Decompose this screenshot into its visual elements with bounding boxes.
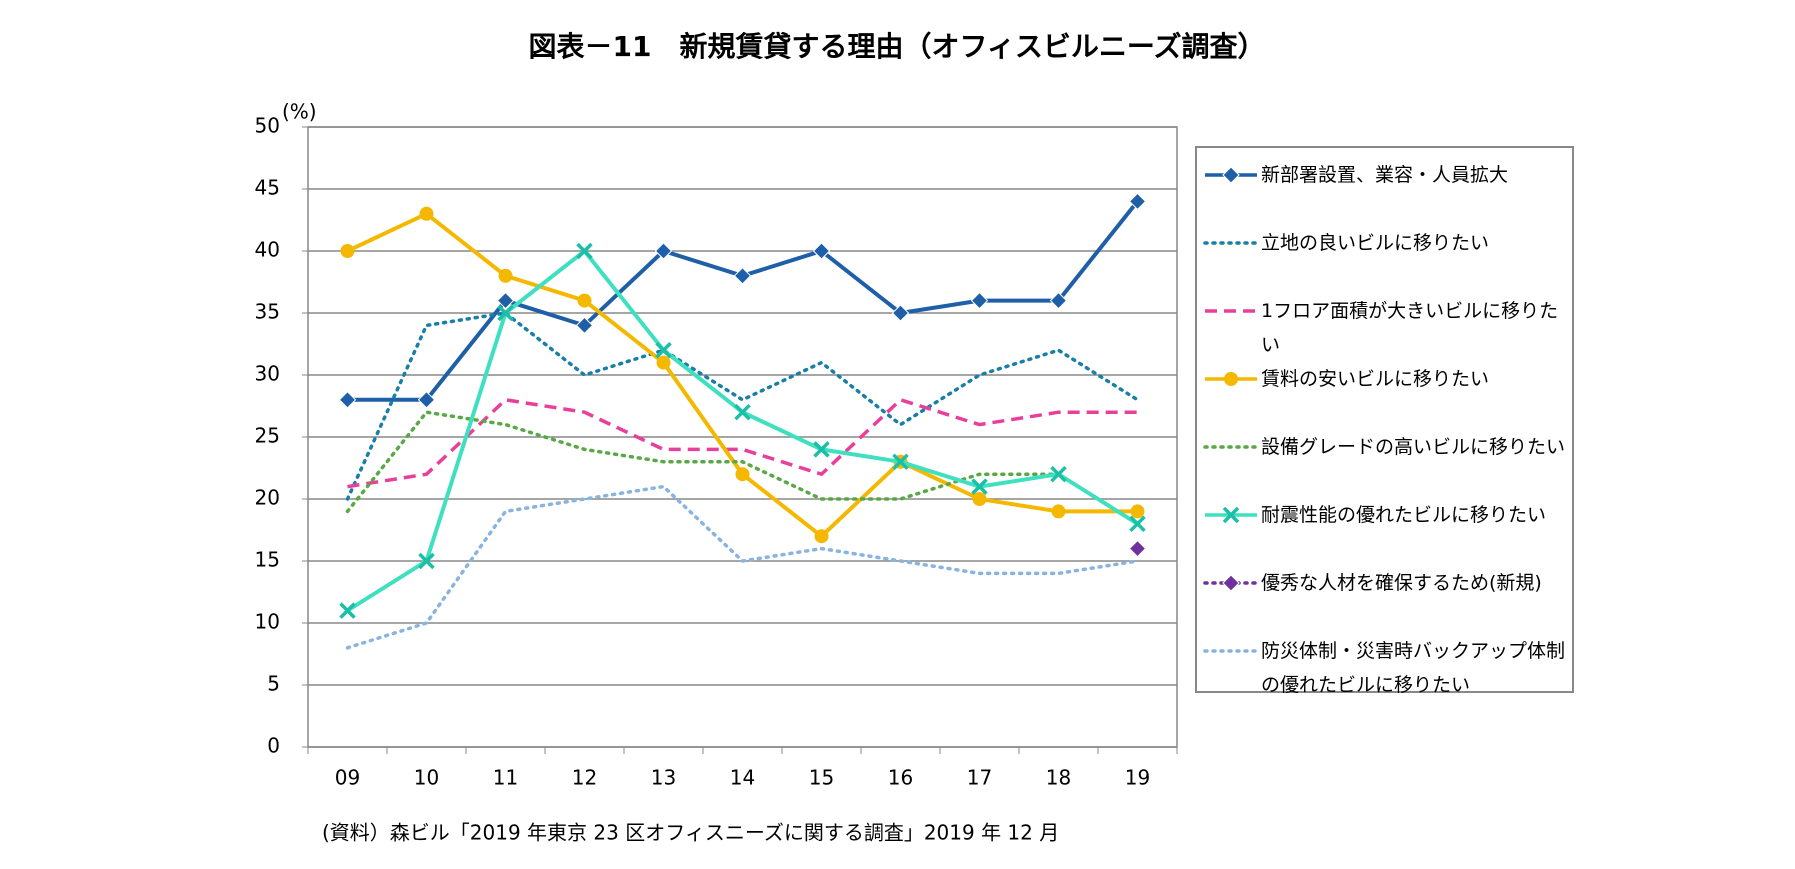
legend-label: 耐震性能の優れたビルに移りたい xyxy=(1261,504,1547,526)
marker xyxy=(972,492,987,506)
marker xyxy=(496,291,515,310)
marker xyxy=(814,529,829,544)
marker xyxy=(1050,465,1067,483)
y-tick-label: 0 xyxy=(267,734,280,758)
legend-label: 賃料の安いビルに移りたい xyxy=(1261,368,1490,390)
marker xyxy=(1128,539,1147,558)
marker xyxy=(656,355,671,370)
legend-item: 立地の良いビルに移りたい xyxy=(1201,226,1568,294)
marker xyxy=(419,206,434,221)
marker xyxy=(735,467,750,482)
x-tick-label: 16 xyxy=(888,766,913,790)
legend-swatch xyxy=(1203,574,1259,592)
x-tick-label: 12 xyxy=(572,766,597,790)
legend: 新部署設置、業容・人員拡大 立地の良いビルに移りたい 1フロア面積が大きいビルに移り… xyxy=(1195,146,1574,696)
legend-label: 新部署設置、業容・人員拡大 xyxy=(1261,164,1509,186)
series-line xyxy=(347,200,1140,402)
y-tick-label: 40 xyxy=(255,238,280,262)
legend-item: 設備グレードの高いビルに移りたい xyxy=(1201,430,1568,498)
marker xyxy=(497,304,514,322)
series-line xyxy=(347,397,1138,489)
legend-label: 優秀な人材を確保するため(新規) xyxy=(1261,572,1542,594)
x-tick-label: 19 xyxy=(1125,766,1150,790)
y-tick-label: 35 xyxy=(255,300,280,324)
legend-swatch xyxy=(1205,372,1257,386)
marker xyxy=(655,341,672,359)
legend-item: 優秀な人材を確保するため(新規) xyxy=(1201,566,1568,634)
marker xyxy=(1222,506,1240,524)
marker xyxy=(576,242,593,260)
legend-item: 賃料の安いビルに移りたい xyxy=(1201,362,1568,430)
marker xyxy=(1224,372,1238,386)
y-tick-label: 5 xyxy=(267,672,280,696)
x-tick-label: 14 xyxy=(730,766,755,790)
marker xyxy=(1129,515,1146,533)
marker xyxy=(1222,166,1240,184)
marker xyxy=(498,268,513,283)
legend-label: 設備グレードの高いビルに移りたい xyxy=(1261,436,1566,458)
marker xyxy=(1049,291,1068,310)
marker xyxy=(733,267,752,285)
marker xyxy=(813,441,830,458)
legend-item: 1フロア面積が大きいビルに移りたい xyxy=(1201,294,1568,362)
y-tick-label: 20 xyxy=(255,486,280,510)
plot-frame xyxy=(307,126,1178,748)
series-line xyxy=(346,248,1139,613)
series-line xyxy=(345,410,1140,526)
y-tick-label: 30 xyxy=(255,362,280,386)
y-tick-label: 45 xyxy=(255,176,280,200)
x-tick-label: 09 xyxy=(335,766,360,790)
legend-swatch xyxy=(1205,506,1257,524)
legend-label: 立地の良いビルに移りたい xyxy=(1261,232,1490,254)
marker xyxy=(338,391,357,409)
legend-item: 防災体制・災害時バックアップ体制の優れたビルに移りたい xyxy=(1201,634,1568,702)
marker xyxy=(1130,504,1145,519)
source: (資料）森ビル「2019 年東京 23 区オフィスニーズに関する調査」2019 … xyxy=(322,821,1059,845)
y-tick-label: 50 xyxy=(255,114,280,138)
legend-swatch xyxy=(1203,445,1259,449)
marker xyxy=(1051,504,1066,519)
legend-swatch xyxy=(1203,649,1259,653)
legend-item: 耐震性能の優れたビルに移りたい xyxy=(1201,498,1568,566)
marker xyxy=(417,391,436,409)
y-unit: (%) xyxy=(282,100,317,124)
marker xyxy=(654,242,673,260)
marker xyxy=(971,478,988,495)
marker xyxy=(339,602,356,619)
marker xyxy=(418,552,435,570)
marker xyxy=(340,244,355,258)
marker xyxy=(577,293,592,308)
legend-label: 防災体制・災害時バックアップ体制の優れたビルに移りたい xyxy=(1261,640,1566,696)
series-line xyxy=(345,311,1140,501)
legend-swatch xyxy=(1203,241,1259,245)
x-tick-label: 15 xyxy=(809,766,834,790)
marker xyxy=(734,403,751,421)
x-tick-label: 18 xyxy=(1046,766,1071,790)
x-tick-label: 10 xyxy=(414,766,439,790)
y-tick-label: 15 xyxy=(255,548,280,572)
y-tick-label: 10 xyxy=(255,610,280,634)
x-tick-label: 13 xyxy=(651,766,676,790)
marker xyxy=(1128,192,1147,211)
chart-title: 図表－11 新規賃貸する理由（オフィスビルニーズ調査） xyxy=(528,30,1265,63)
marker xyxy=(575,316,594,335)
marker xyxy=(892,453,909,471)
legend-swatch xyxy=(1205,309,1257,313)
x-tick-label: 11 xyxy=(493,766,518,790)
marker xyxy=(1222,574,1240,592)
marker xyxy=(970,291,989,310)
legend-label: 1フロア面積が大きいビルに移りたい xyxy=(1261,300,1559,356)
x-tick-label: 17 xyxy=(967,766,992,790)
legend-swatch xyxy=(1205,166,1257,184)
legend-item: 新部署設置、業容・人員拡大 xyxy=(1201,158,1568,226)
marker xyxy=(812,242,831,260)
series-line xyxy=(345,484,1140,650)
marker xyxy=(891,304,910,322)
y-tick-label: 25 xyxy=(255,424,280,448)
